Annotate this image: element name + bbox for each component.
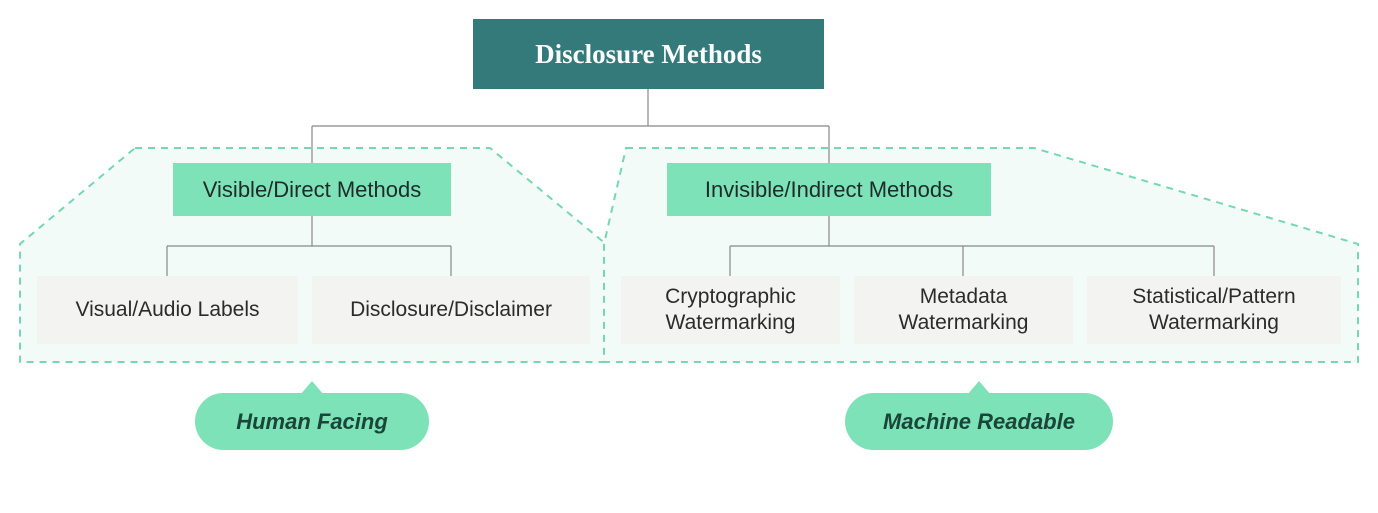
leaf-visible-1: Disclosure/Disclaimer — [312, 276, 590, 344]
badge-invisible: Machine Readable — [845, 393, 1113, 450]
branch-visible: Visible/Direct Methods — [173, 163, 451, 216]
leaf-invisible-2: Statistical/Pattern Watermarking — [1087, 276, 1341, 344]
root-node: Disclosure Methods — [473, 19, 824, 89]
leaf-invisible-1: Metadata Watermarking — [854, 276, 1073, 344]
connector-group-2 — [730, 216, 1214, 276]
badge-visible: Human Facing — [195, 393, 429, 450]
branch-invisible: Invisible/Indirect Methods — [667, 163, 991, 216]
connector-group-1 — [167, 216, 451, 276]
leaf-visible-0: Visual/Audio Labels — [37, 276, 298, 344]
connector-group-0 — [312, 89, 829, 163]
leaf-invisible-0: Cryptographic Watermarking — [621, 276, 840, 344]
badge-label: Machine Readable — [883, 409, 1075, 435]
badge-label: Human Facing — [236, 409, 388, 435]
